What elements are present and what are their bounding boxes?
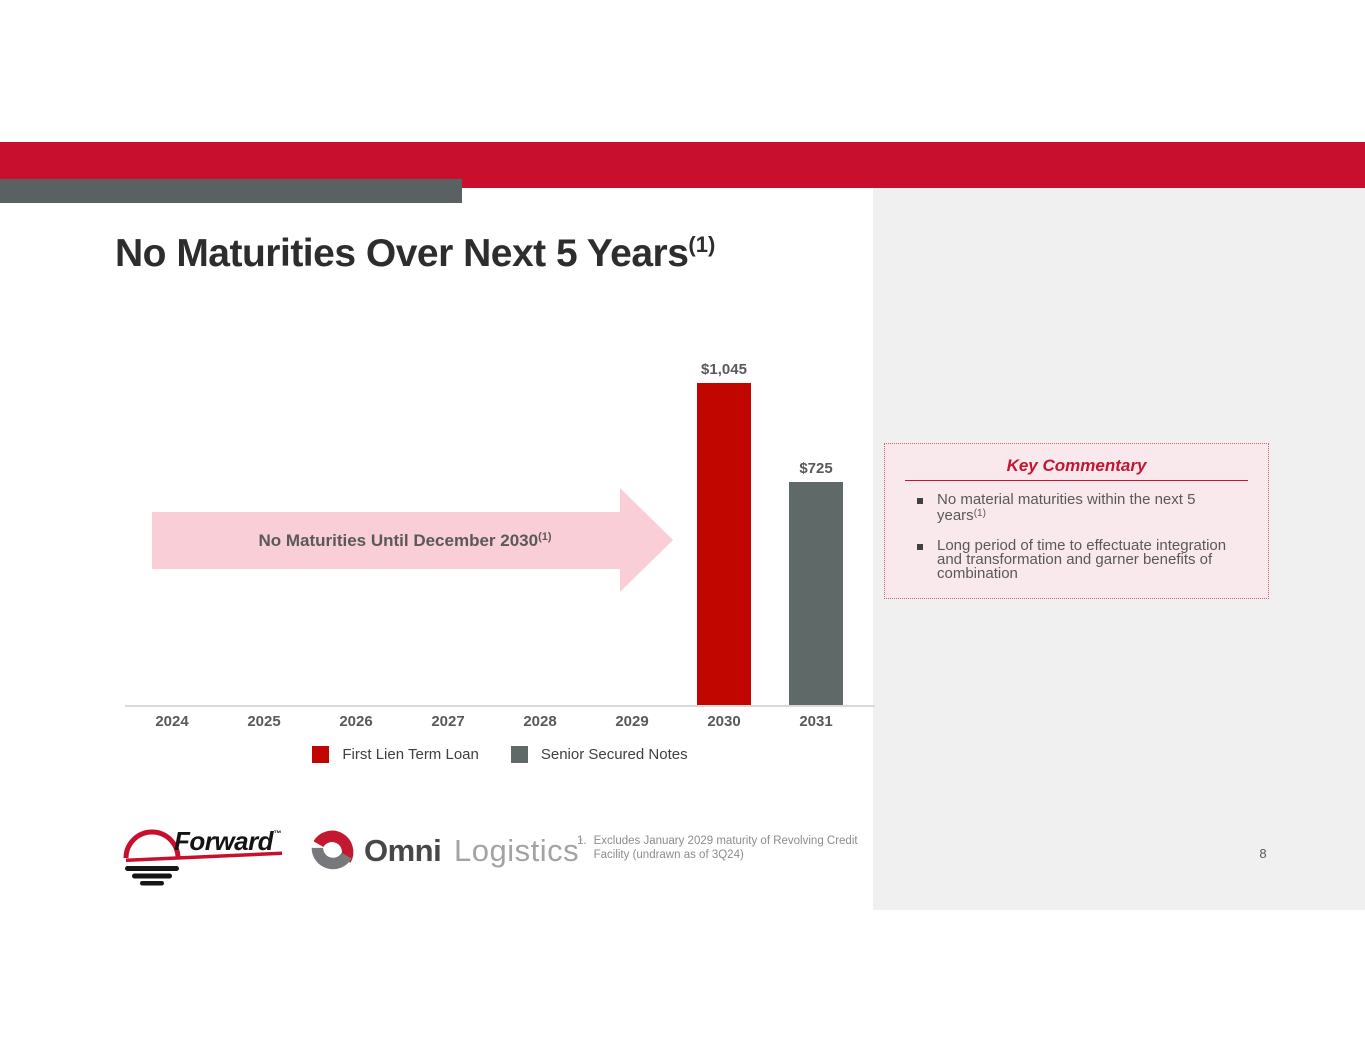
forward-word-text: Forward — [174, 826, 274, 856]
omni-logo-wordmark-light: Logistics° — [454, 833, 583, 869]
legend-item: Senior Secured Notes — [510, 746, 688, 763]
omni-logistics-logo: Omni Logistics° — [308, 828, 583, 876]
x-axis-label-2026: 2026 — [339, 713, 373, 730]
x-axis-label-2029: 2029 — [615, 713, 649, 730]
omni-logo-wordmark-bold: Omni — [364, 833, 442, 868]
commentary-bullet-1: No material maturities within the next 5… — [917, 491, 1268, 524]
forward-arc-shape — [123, 829, 181, 859]
forward-trademark: ™ — [273, 829, 281, 838]
forward-stripe-2 — [132, 873, 172, 879]
x-axis-line — [125, 705, 875, 707]
page-number: 8 — [1259, 846, 1267, 861]
commentary-bullet-2: Long period of time to effectuate integr… — [917, 537, 1268, 582]
x-axis-label-2031: 2031 — [799, 713, 833, 730]
omni-registered-mark: ° — [579, 837, 584, 847]
bar-value-label-2030: $1,045 — [701, 361, 747, 378]
footnote-text: Excludes January 2029 maturity of Revolv… — [593, 835, 858, 861]
arrow-label-footnote-ref: (1) — [538, 530, 552, 543]
chart-legend: First Lien Term Loan Senior Secured Notes — [125, 746, 875, 763]
x-axis-label-2027: 2027 — [431, 713, 465, 730]
forward-stripe-1 — [125, 866, 179, 871]
commentary-bullet-1-footnote-ref: (1) — [973, 508, 986, 519]
bar-chart-plot-area: $1,045 $725 — [126, 348, 862, 705]
key-commentary-box: Key Commentary No material maturities wi… — [884, 443, 1269, 599]
bar-value-label-2031: $725 — [799, 460, 833, 477]
legend-item: First Lien Term Loan — [312, 746, 479, 763]
page-title-footnote-ref: (1) — [688, 232, 716, 257]
bullet-square-icon — [917, 544, 923, 550]
page-title: No Maturities Over Next 5 Years(1) — [115, 232, 715, 276]
arrow-head-shape — [620, 488, 673, 592]
bullet-square-icon — [917, 498, 923, 504]
omni-gray-arc — [311, 847, 352, 870]
legend-swatch-icon — [510, 746, 528, 763]
forward-stripe-3 — [140, 881, 164, 886]
forward-swoosh-shape — [126, 851, 282, 862]
chart-slot-2031: $725 — [770, 348, 862, 705]
x-axis-label-2024: 2024 — [155, 713, 189, 730]
footnote: 1. Excludes January 2029 maturity of Rev… — [577, 834, 862, 862]
bar-2030 — [697, 383, 751, 705]
legend-label: Senior Secured Notes — [540, 746, 688, 763]
commentary-bullet-2-text: Long period of time to effectuate integr… — [937, 537, 1227, 582]
x-axis-label-2028: 2028 — [523, 713, 557, 730]
no-maturities-arrow-label: No Maturities Until December 2030(1) — [258, 531, 551, 551]
arrow-label-text: No Maturities Until December 2030 — [258, 530, 539, 550]
page-title-text: No Maturities Over Next 5 Years — [115, 232, 689, 275]
footnote-number: 1. — [577, 835, 587, 847]
chart-slot-2030: $1,045 — [678, 348, 770, 705]
omni-red-arc — [313, 830, 354, 863]
logistics-word-text: Logistics — [454, 833, 580, 868]
omni-logo-icon — [311, 830, 354, 870]
x-axis-label-2025: 2025 — [247, 713, 281, 730]
banner-gray-accent-bar — [0, 179, 462, 203]
forward-logo-wordmark: Forward™ — [174, 826, 281, 857]
x-axis-label-2030: 2030 — [707, 713, 741, 730]
no-maturities-arrow: No Maturities Until December 2030(1) — [152, 512, 620, 569]
commentary-bullet-1-text: No material maturities within the next 5… — [937, 491, 1196, 524]
forward-logo-icon — [123, 829, 282, 886]
forward-logo: Forward™ — [118, 822, 296, 888]
legend-swatch-icon — [312, 746, 330, 763]
key-commentary-title-underline — [905, 480, 1248, 481]
bar-2031 — [789, 482, 843, 705]
key-commentary-title: Key Commentary — [1006, 456, 1147, 475]
x-axis-labels: 2024 2025 2026 2027 2028 2029 2030 2031 — [126, 713, 862, 730]
legend-label: First Lien Term Loan — [342, 746, 479, 763]
